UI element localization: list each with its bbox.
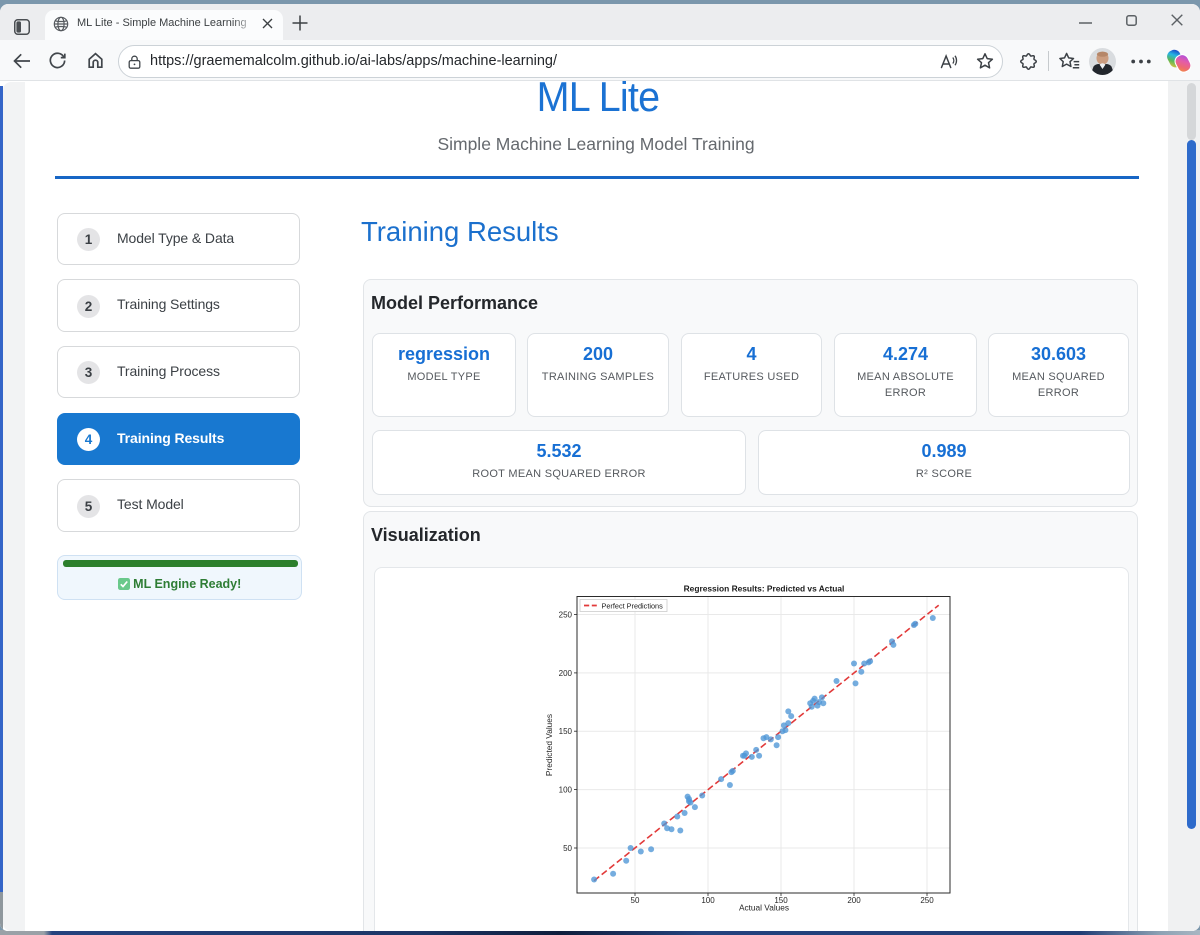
- svg-text:100: 100: [701, 896, 715, 905]
- svg-text:150: 150: [559, 727, 573, 736]
- svg-text:100: 100: [559, 786, 573, 795]
- svg-text:Predicted Values: Predicted Values: [544, 714, 554, 776]
- svg-text:Regression Results: Predicted: Regression Results: Predicted vs Actual: [684, 583, 845, 593]
- svg-text:Actual Values: Actual Values: [739, 903, 789, 913]
- svg-text:50: 50: [631, 896, 640, 905]
- svg-text:Perfect Predictions: Perfect Predictions: [602, 601, 664, 610]
- svg-text:50: 50: [563, 844, 572, 853]
- svg-text:200: 200: [559, 669, 573, 678]
- svg-text:150: 150: [774, 896, 788, 905]
- svg-text:200: 200: [847, 896, 861, 905]
- svg-text:250: 250: [559, 611, 573, 620]
- svg-text:250: 250: [920, 896, 934, 905]
